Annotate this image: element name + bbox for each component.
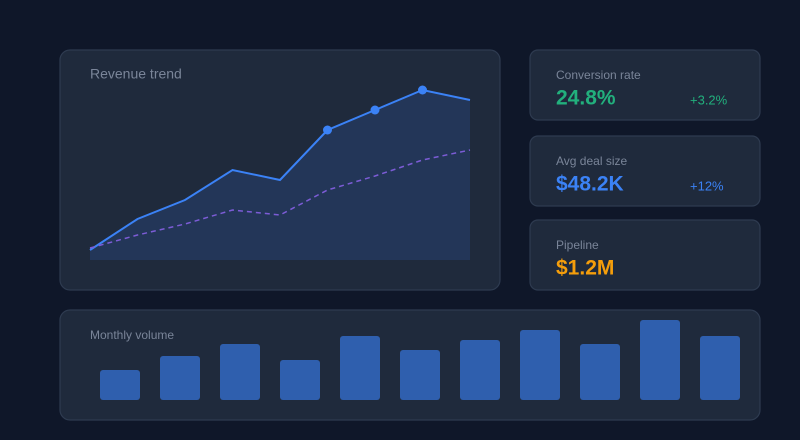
bar: [580, 344, 620, 400]
point: [370, 105, 380, 115]
kpi-card: [529, 219, 761, 291]
bar: [700, 336, 740, 400]
panel-title: Revenue trend: [90, 66, 182, 82]
kpi-value: $1.2M: [556, 257, 614, 280]
point: [323, 125, 332, 135]
point: [418, 85, 427, 95]
bar: [640, 320, 680, 400]
kpi-card: [529, 135, 761, 207]
kpi-card: [529, 49, 761, 121]
kpi-label: Conversion rate: [556, 68, 641, 82]
kpi-value: 24.8%: [556, 87, 616, 110]
revenue-panel: [59, 49, 501, 291]
bar: [460, 340, 500, 400]
line: [89, 88, 471, 251]
kpi-delta: +12%: [690, 178, 724, 193]
bar: [100, 370, 140, 400]
kpi-value: $48.2K: [556, 173, 624, 196]
bar: [280, 360, 320, 400]
panel-title: Monthly volume: [90, 328, 174, 342]
kpi-label: Pipeline: [556, 238, 599, 252]
bar: [160, 356, 200, 400]
bar: [520, 330, 560, 400]
kpi-delta: +3.2%: [690, 92, 728, 107]
bar: [400, 350, 440, 400]
kpi-label: Avg deal size: [556, 154, 627, 168]
line: [89, 149, 471, 249]
bar: [340, 336, 380, 400]
bar: [220, 344, 260, 400]
area: [90, 90, 470, 260]
